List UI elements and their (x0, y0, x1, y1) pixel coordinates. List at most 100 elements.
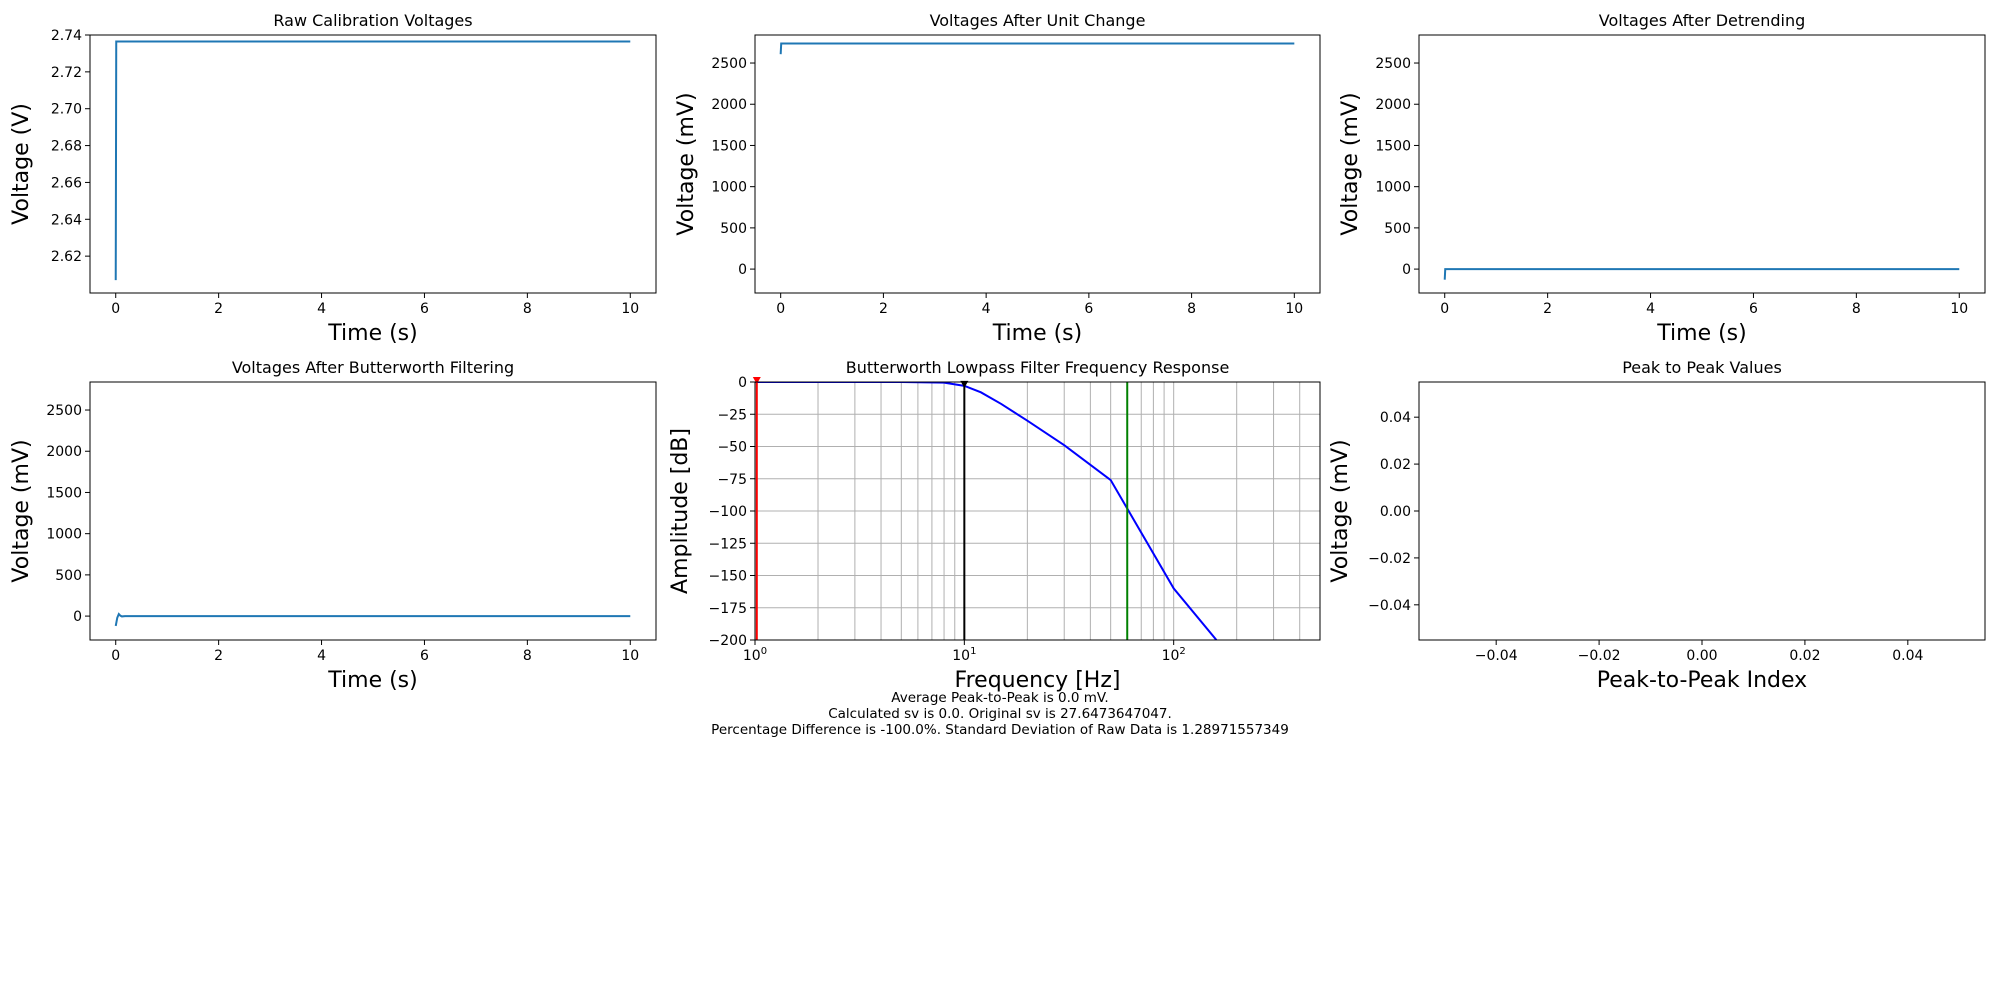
y-axis-label: Voltage (mV) (674, 92, 699, 235)
x-tick-exponent: 2 (1179, 646, 1185, 657)
y-tick-label: 1000 (1375, 180, 1411, 196)
marker-2 (752, 377, 761, 384)
x-tick-label: 2 (879, 301, 888, 317)
series-line-1 (114, 612, 631, 627)
x-tick-label: 10 (1950, 301, 1968, 317)
x-tick-label: 4 (317, 301, 326, 317)
y-tick-label: −75 (717, 472, 747, 488)
x-tick-label: 2 (214, 301, 223, 317)
y-tick-label: 2000 (46, 444, 82, 460)
grid (754, 381, 1321, 641)
y-tick-label: −25 (717, 407, 747, 423)
x-tick-exponent: 0 (761, 646, 767, 657)
x-tick-label: 2 (1543, 301, 1552, 317)
subplot-4: 0 2 4 6 8 10 0 500 1000 1500 2000 2500 Voltages Afte… (9, 358, 657, 693)
y-tick-label: 2.66 (51, 175, 82, 191)
x-tick-label: 8 (1852, 301, 1861, 317)
y-tick-label: 1500 (46, 485, 82, 501)
y-tick-label: 500 (720, 221, 747, 237)
x-tick-label: 6 (420, 648, 429, 664)
x-tick-label: 101 (952, 646, 976, 664)
x-axis-label: Time (s) (327, 668, 417, 693)
y-tick-label: 0 (738, 262, 747, 278)
x-tick-label: 0 (111, 301, 120, 317)
y-axis-label: Voltage (mV) (1338, 92, 1363, 235)
y-tick-label: 0 (73, 609, 82, 625)
y-axis-label: Voltage (V) (9, 103, 34, 225)
y-tick-label: 1500 (1375, 138, 1411, 154)
series-line-1 (1443, 268, 1960, 280)
x-tick-label: 8 (523, 648, 532, 664)
subplot-5: 100 101 1020−25−50−75−100−125−150−175−200B… (668, 358, 1321, 693)
x-tick-label: 6 (1084, 301, 1093, 317)
series-line-1 (779, 42, 1295, 55)
y-tick-label: 0.04 (1380, 410, 1411, 426)
y-tick-label: 500 (55, 568, 82, 584)
y-tick-label: 0 (1402, 262, 1411, 278)
y-axis-label: Voltage (mV) (1328, 439, 1353, 582)
x-tick-label: 0 (111, 648, 120, 664)
subplot-title: Peak to Peak Values (1622, 358, 1782, 377)
y-tick-label: −125 (709, 536, 747, 552)
y-tick-label: 2000 (711, 97, 747, 113)
y-tick-label: 2.70 (51, 102, 82, 118)
summary-line-sv: Calculated sv is 0.0. Original sv is 27.… (828, 706, 1172, 722)
y-tick-label: 2.64 (51, 212, 82, 228)
plot-frame (1418, 381, 1986, 641)
marker-1 (960, 380, 969, 388)
y-tick-label: −175 (709, 601, 747, 617)
x-axis-label: Peak-to-Peak Index (1597, 668, 1807, 693)
y-tick-label: 2.62 (51, 249, 82, 265)
series-line-1 (114, 40, 631, 281)
y-tick-label: 500 (1384, 221, 1411, 237)
y-tick-label: 0.02 (1380, 457, 1411, 473)
y-tick-label: −0.02 (1368, 551, 1411, 567)
x-tick-label: 0 (776, 301, 785, 317)
y-tick-label: 2500 (1375, 56, 1411, 72)
subplot-2: 0 2 4 6 8 10 0 500 1000 1500 2000 2500 Voltages Afte… (674, 11, 1321, 346)
y-tick-label: 0.00 (1380, 504, 1411, 520)
x-tick-label: 0.02 (1789, 648, 1820, 664)
x-tick-label: 10 (621, 648, 639, 664)
x-tick-label: 10 (621, 301, 639, 317)
y-tick-label: 2500 (711, 56, 747, 72)
y-tick-label: 0 (738, 375, 747, 391)
subplot-title: Voltages After Butterworth Filtering (232, 358, 514, 377)
y-tick-label: −200 (709, 633, 747, 649)
subplot-title: Raw Calibration Voltages (273, 11, 472, 30)
x-tick-label: 8 (1187, 301, 1196, 317)
summary-line-peak-to-peak: Average Peak-to-Peak is 0.0 mV. (891, 690, 1109, 706)
y-axis-label: Amplitude [dB] (668, 428, 693, 594)
x-tick-label: 0.04 (1892, 648, 1923, 664)
y-tick-label: 2500 (46, 403, 82, 419)
subplot-title: Voltages After Detrending (1599, 11, 1806, 30)
x-tick-label: 0 (1440, 301, 1449, 317)
plot-frame (89, 381, 657, 641)
subplot-1: 0 2 4 6 8 10 2.62 2.64 2.66 2.68 2.70 2.72 2.74 Raw C… (9, 11, 657, 346)
x-tick-label: 6 (420, 301, 429, 317)
x-tick-label: 10 (1285, 301, 1303, 317)
plot-frame (1418, 34, 1986, 294)
x-tick-label: 0.00 (1686, 648, 1717, 664)
x-tick-exponent: 1 (970, 646, 976, 657)
subplot-title: Butterworth Lowpass Filter Frequency Res… (846, 358, 1230, 377)
x-tick-label: 6 (1749, 301, 1758, 317)
y-tick-label: −100 (709, 504, 747, 520)
y-tick-label: −50 (717, 440, 747, 456)
y-tick-label: −150 (709, 569, 747, 585)
y-tick-label: 2.68 (51, 139, 82, 155)
x-tick-label: −0.02 (1578, 648, 1621, 664)
x-axis-label: Time (s) (327, 321, 417, 346)
x-tick-label: 2 (214, 648, 223, 664)
y-tick-label: 1500 (711, 138, 747, 154)
y-tick-label: 2.72 (51, 65, 82, 81)
x-axis-label: Time (s) (1656, 321, 1746, 346)
plot-frame (89, 34, 657, 294)
x-tick-label: −0.04 (1475, 648, 1518, 664)
x-tick-label: 102 (1162, 646, 1186, 664)
y-tick-label: 1000 (711, 180, 747, 196)
y-tick-label: 2.74 (51, 28, 82, 44)
y-tick-label: 2000 (1375, 97, 1411, 113)
subplot-title: Voltages After Unit Change (930, 11, 1146, 30)
